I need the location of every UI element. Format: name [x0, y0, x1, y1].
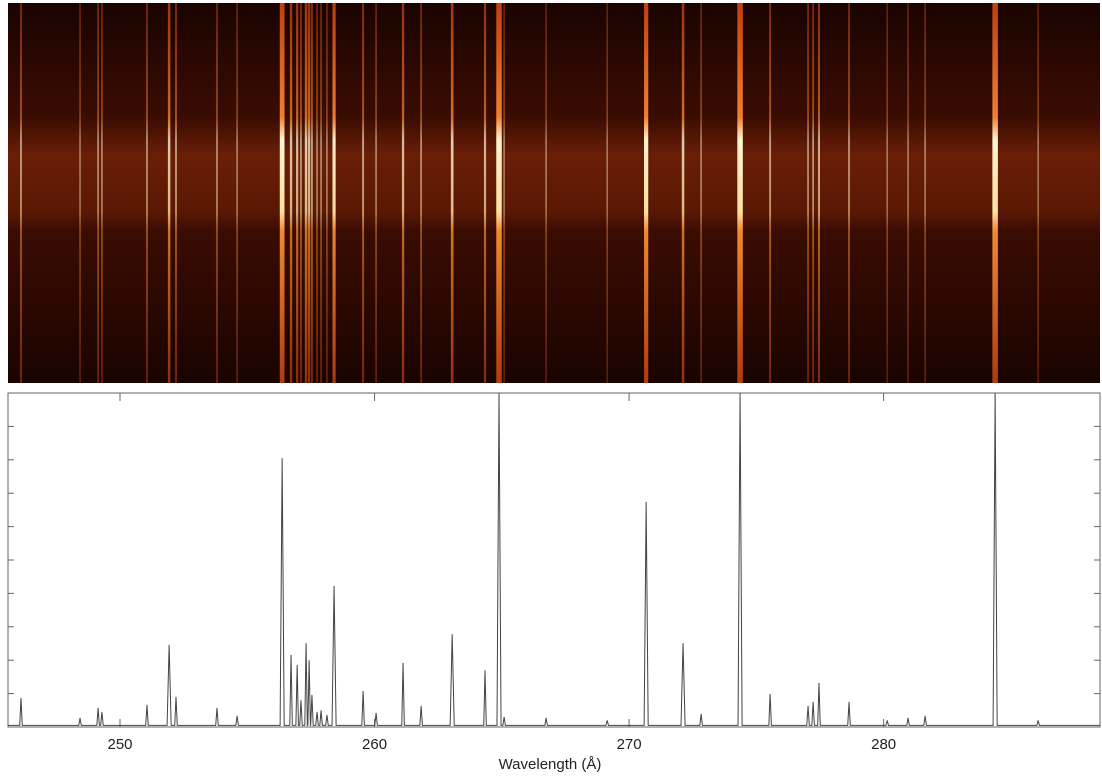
- x-tick-label: 250: [107, 736, 132, 753]
- spectral-streak: [362, 3, 365, 383]
- spectral-streak: [296, 3, 299, 383]
- spectral-streak: [924, 3, 926, 383]
- spectral-streak: [483, 3, 487, 383]
- spectral-streak: [606, 3, 608, 383]
- x-tick-label: 270: [617, 736, 642, 753]
- spectral-streak: [700, 3, 702, 383]
- spectral-streak: [769, 3, 772, 383]
- spectral-streak: [807, 3, 809, 383]
- spectral-streak: [401, 3, 405, 383]
- spectral-streak: [97, 3, 99, 383]
- spectral-streak: [307, 3, 311, 383]
- plot-frame: [7, 392, 1101, 728]
- spectral-streak: [310, 3, 313, 383]
- spectral-streak: [992, 3, 998, 383]
- spectral-streak: [304, 3, 308, 383]
- spectral-streak: [146, 3, 148, 383]
- spectral-streak: [907, 3, 909, 383]
- spectral-streak: [737, 3, 743, 383]
- spectral-streak: [450, 3, 454, 383]
- spectral-streak: [886, 3, 888, 383]
- spectral-streak: [332, 3, 336, 383]
- spectral-streak: [375, 3, 377, 383]
- spectral-streak: [175, 3, 177, 383]
- spectral-streak: [289, 3, 293, 383]
- x-axis-label: Wavelength (Å): [499, 756, 602, 773]
- spectrogram-background: [8, 3, 1100, 383]
- x-tick-label: 260: [362, 736, 387, 753]
- spectrogram: [20, 3, 1039, 383]
- spectral-streak: [320, 3, 322, 383]
- spectral-streak: [316, 3, 318, 383]
- spectral-streak: [812, 3, 815, 383]
- spectral-streak: [279, 3, 285, 383]
- spectral-streak: [300, 3, 302, 383]
- spectral-streak: [79, 3, 81, 383]
- spectral-streak: [1037, 3, 1039, 383]
- spectral-streak: [681, 3, 685, 383]
- spectral-streak: [101, 3, 103, 383]
- spectrum-line: [8, 392, 1100, 726]
- spectral-streak: [496, 3, 502, 383]
- plot-area: 250 260 270 280: [8, 392, 1100, 753]
- spectral-streak: [326, 3, 328, 383]
- spectral-streak: [20, 3, 22, 383]
- x-tick-label: 280: [871, 736, 896, 753]
- spectral-streak: [848, 3, 850, 383]
- spectral-streak: [167, 3, 171, 383]
- spectral-streak: [216, 3, 218, 383]
- spectral-streak: [545, 3, 547, 383]
- spectral-streak: [644, 3, 649, 383]
- spectral-streak: [236, 3, 238, 383]
- spectral-streak: [503, 3, 505, 383]
- spectral-streak: [420, 3, 423, 383]
- spectral-streak: [817, 3, 820, 383]
